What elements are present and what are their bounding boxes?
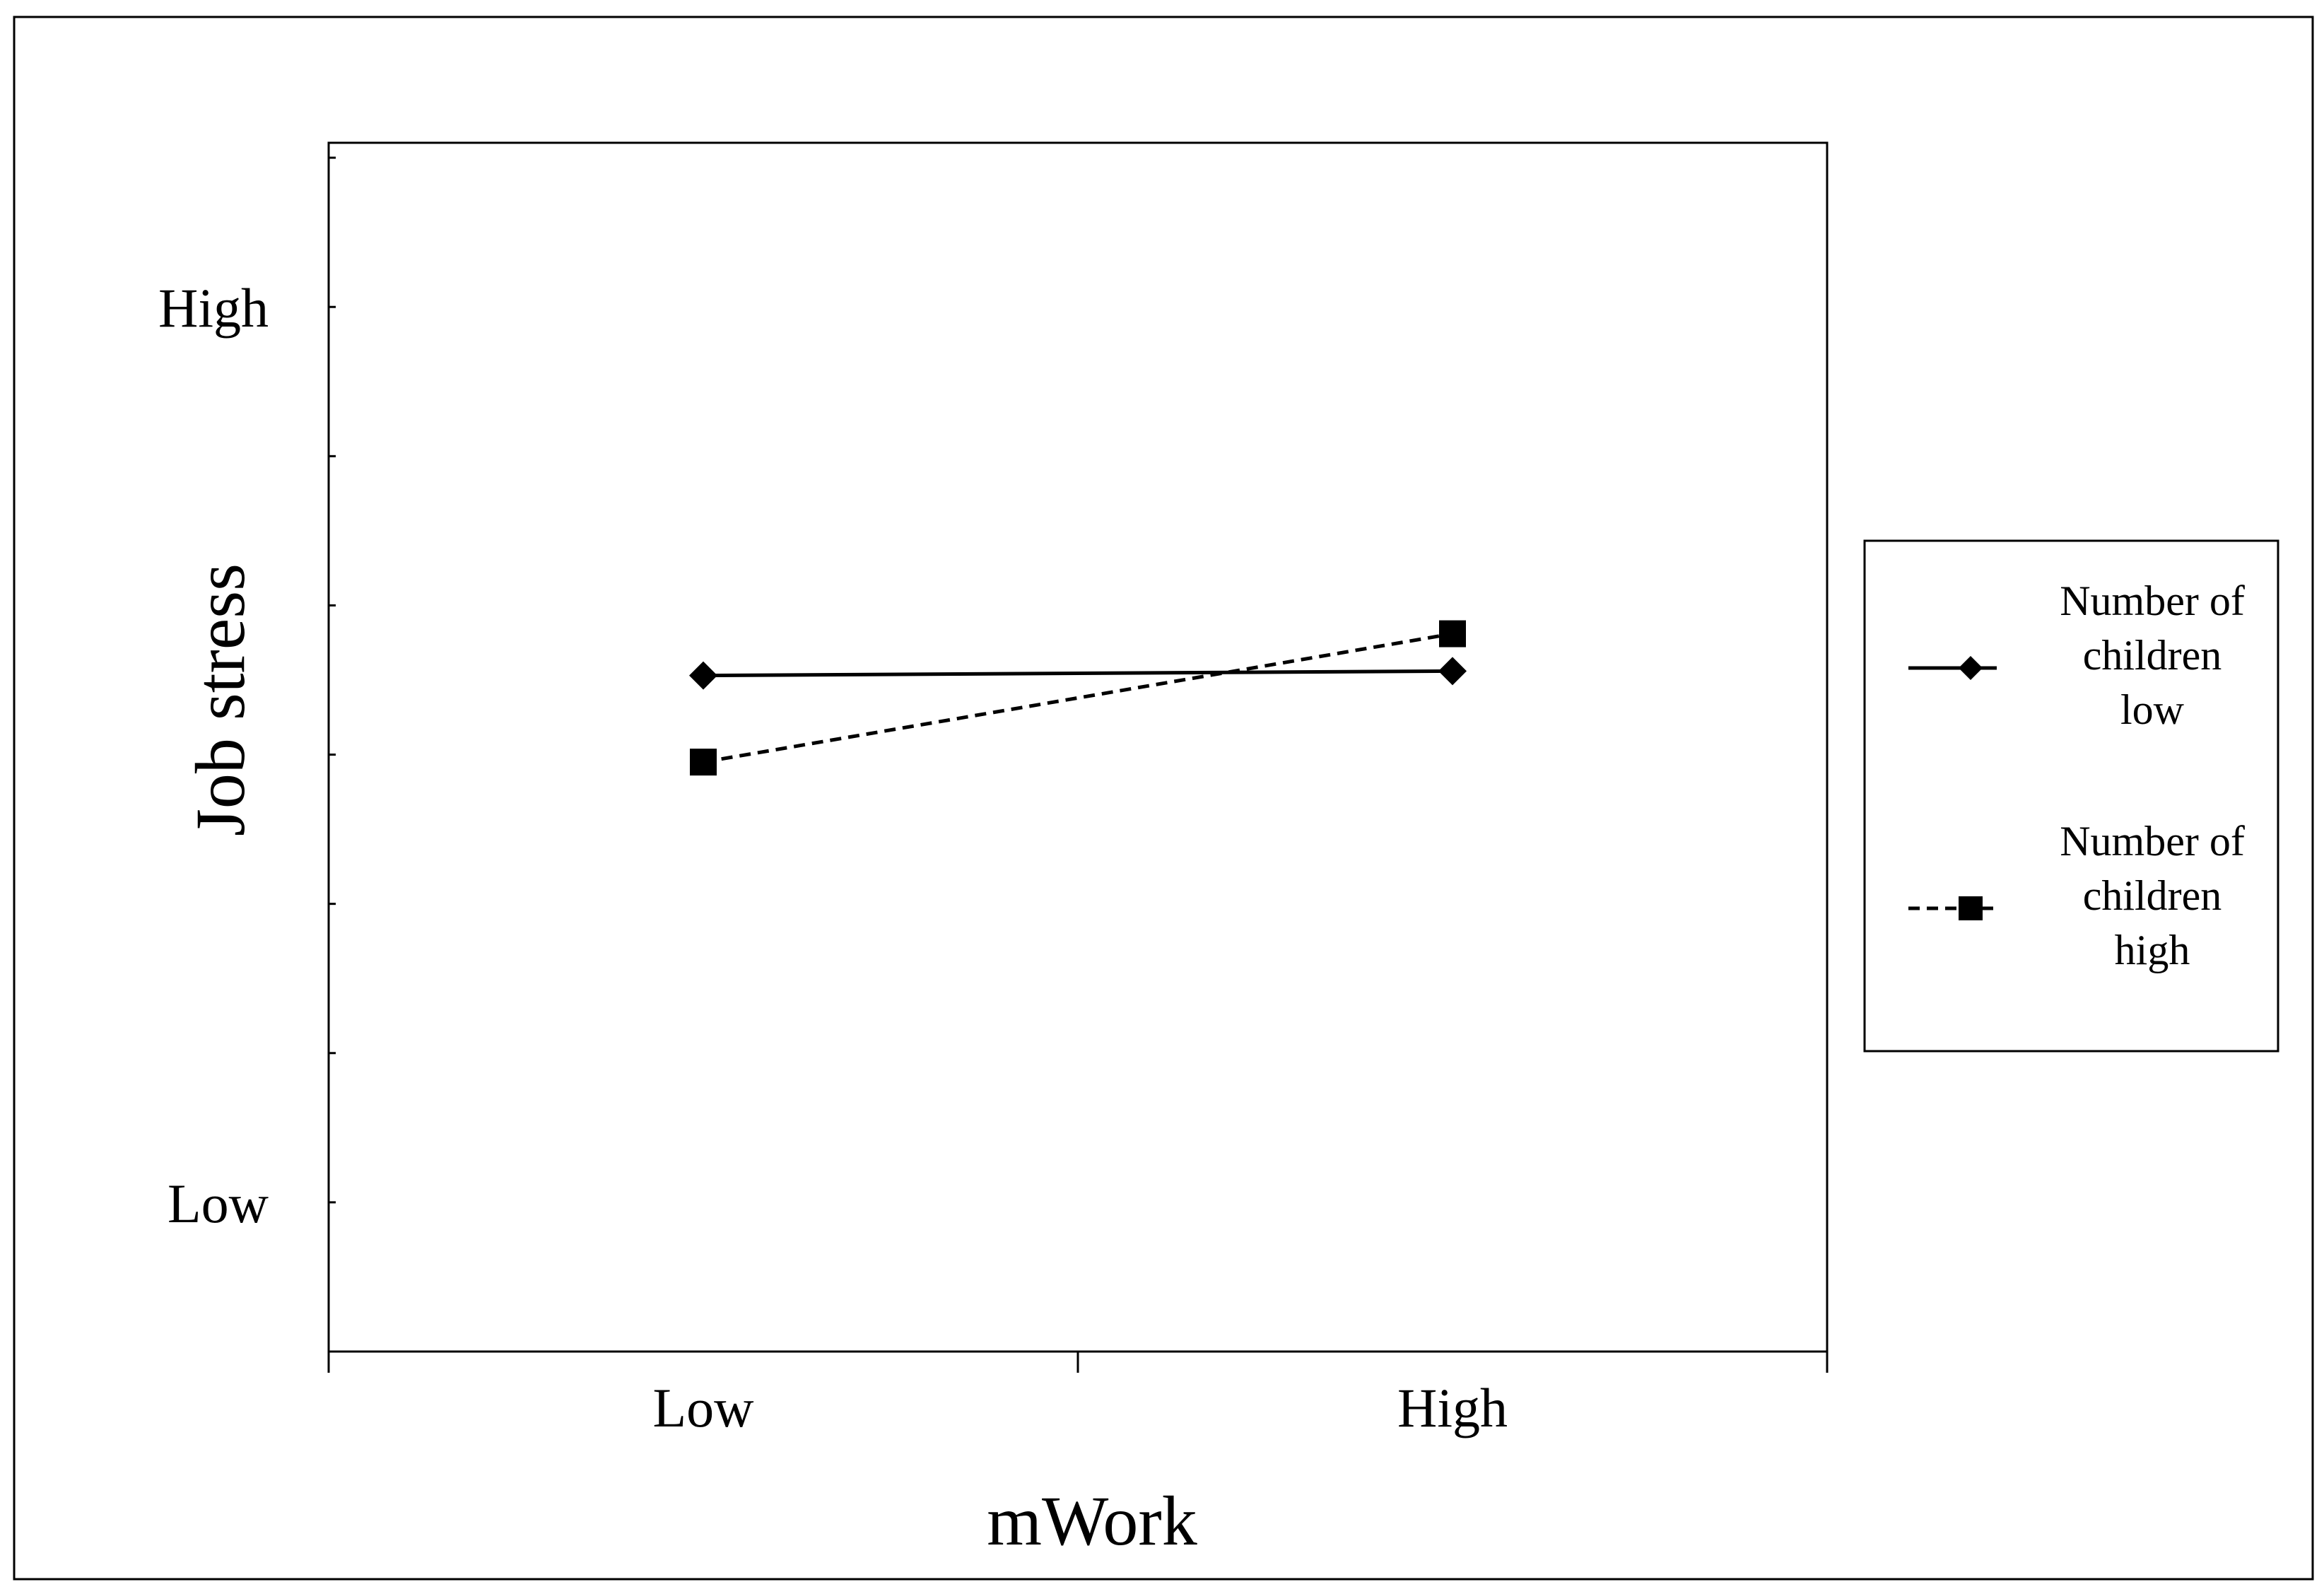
legend-marker	[1959, 896, 1983, 920]
legend-label-line: children	[2083, 632, 2222, 679]
series-2	[690, 620, 1466, 776]
legend-items: Number of children low Number of children hig…	[1908, 578, 2245, 973]
series-line	[703, 632, 1453, 764]
x-axis-tick-labels: Low High	[653, 1377, 1508, 1438]
legend-box	[1863, 539, 2279, 1053]
legend-marker	[1959, 656, 1983, 680]
x-axis-title: mWork	[987, 1482, 1197, 1560]
x-tick-label: High	[1397, 1377, 1508, 1438]
series-layer	[689, 620, 1467, 776]
series-1	[689, 657, 1467, 690]
legend-label-line: Number of	[2060, 818, 2245, 865]
legend-item-1: Number of children low	[1908, 578, 2245, 733]
x-axis-ticks	[327, 1352, 1829, 1373]
y-tick-label: High	[158, 277, 269, 339]
series-line	[703, 669, 1453, 678]
legend-label-line: high	[2115, 927, 2190, 973]
legend-label-line: children	[2083, 872, 2222, 919]
y-axis-tick-labels: Low High	[158, 277, 269, 1234]
data-point	[1438, 657, 1467, 686]
legend-label-line: Number of	[2060, 578, 2245, 624]
x-tick-label: Low	[653, 1377, 754, 1438]
y-axis-title: Job stress	[181, 563, 259, 836]
data-point	[1439, 620, 1466, 647]
legend: Number of children low Number of children hig…	[1863, 539, 2279, 1053]
data-point	[690, 749, 717, 776]
data-point	[689, 661, 717, 690]
y-tick-label: Low	[168, 1173, 269, 1234]
y-axis-ticks	[329, 156, 336, 1204]
legend-item-2: Number of children high	[1908, 818, 2245, 973]
legend-label-line: low	[2120, 686, 2185, 733]
